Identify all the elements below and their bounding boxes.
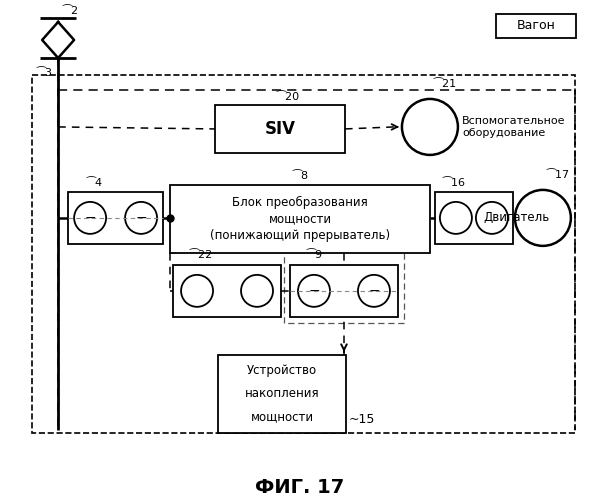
Text: −: − <box>135 211 147 225</box>
Text: ⁀4: ⁀4 <box>86 178 102 188</box>
Text: ⁀22: ⁀22 <box>189 250 212 260</box>
Bar <box>173 265 281 317</box>
Text: ⁀3: ⁀3 <box>36 68 52 78</box>
Circle shape <box>241 275 273 307</box>
Text: ФИГ. 17: ФИГ. 17 <box>256 478 344 497</box>
Text: ⁀9: ⁀9 <box>306 250 322 260</box>
Bar <box>435 192 513 244</box>
Text: −: − <box>368 284 380 298</box>
Bar <box>290 265 398 317</box>
Text: ⁀2: ⁀2 <box>62 6 78 16</box>
Bar <box>218 355 346 433</box>
Text: Блок преобразования: Блок преобразования <box>232 196 368 209</box>
Text: ~15: ~15 <box>349 414 376 426</box>
Text: ⁀20: ⁀20 <box>276 92 299 102</box>
Bar <box>215 105 345 153</box>
Text: ⁀8: ⁀8 <box>292 171 308 181</box>
Text: Вагон: Вагон <box>517 20 556 32</box>
Text: Вспомогательное: Вспомогательное <box>462 116 565 126</box>
Circle shape <box>476 202 508 234</box>
Bar <box>170 185 430 253</box>
Circle shape <box>125 202 157 234</box>
Text: мощности: мощности <box>268 212 332 226</box>
Bar <box>284 243 404 323</box>
Text: Двигатель: Двигатель <box>484 212 550 224</box>
Circle shape <box>440 202 472 234</box>
Text: ⁀16: ⁀16 <box>443 178 466 188</box>
Circle shape <box>298 275 330 307</box>
Text: (понижающий прерыватель): (понижающий прерыватель) <box>210 230 390 242</box>
Circle shape <box>358 275 390 307</box>
Circle shape <box>515 190 571 246</box>
Bar <box>496 14 576 38</box>
Circle shape <box>402 99 458 155</box>
Bar <box>32 75 575 433</box>
Text: накопления: накопления <box>245 388 319 400</box>
Text: SIV: SIV <box>265 120 296 138</box>
Text: ⁀21: ⁀21 <box>434 79 457 89</box>
Circle shape <box>181 275 213 307</box>
Text: −: − <box>84 211 96 225</box>
Circle shape <box>74 202 106 234</box>
Text: мощности: мощности <box>250 410 314 424</box>
Text: оборудование: оборудование <box>462 128 545 138</box>
Bar <box>68 192 163 244</box>
Text: −: − <box>308 284 320 298</box>
Text: ⁀17: ⁀17 <box>547 170 570 180</box>
Text: Устройство: Устройство <box>247 364 317 378</box>
